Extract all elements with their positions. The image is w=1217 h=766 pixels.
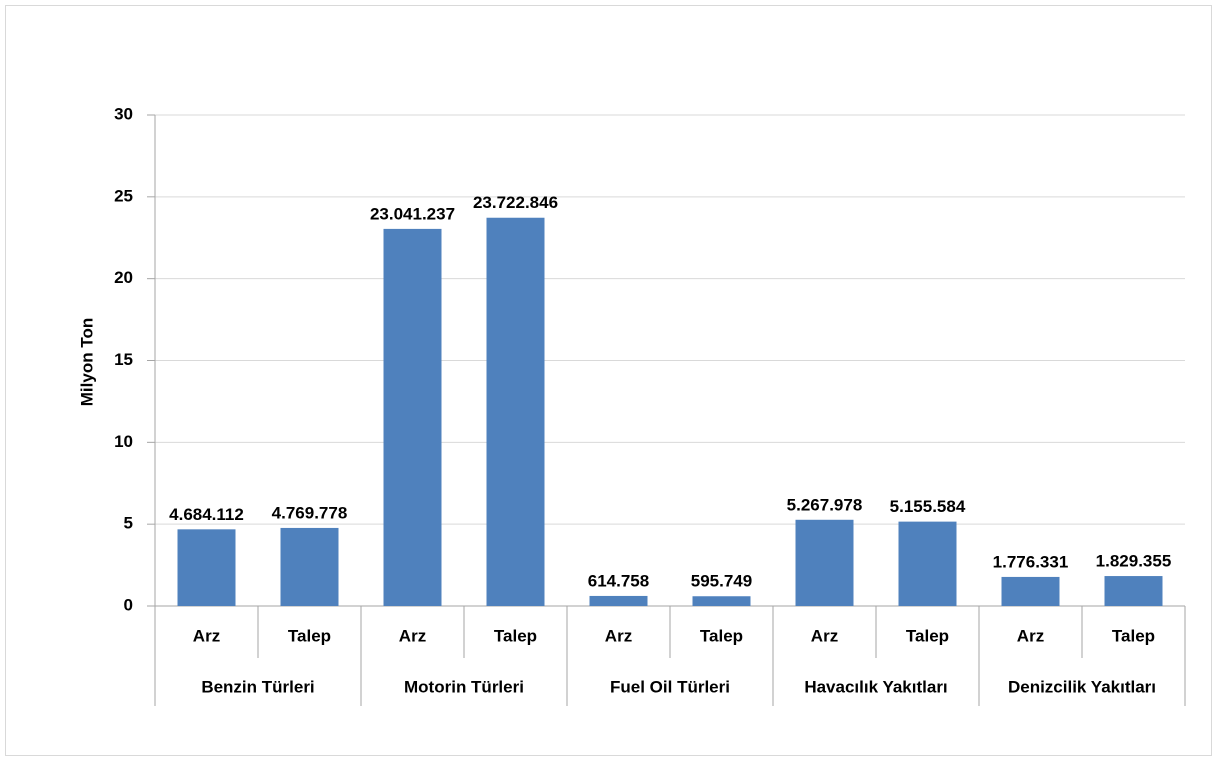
x-tick-label: Arz [1017, 626, 1044, 645]
y-tick-label: 30 [114, 104, 133, 123]
data-label: 614.758 [588, 571, 649, 590]
bar [795, 519, 854, 606]
bar [692, 596, 751, 606]
bar [177, 529, 236, 606]
y-tick-label: 20 [114, 268, 133, 287]
x-tick-label: Arz [193, 626, 220, 645]
group-label: Motorin Türleri [404, 677, 524, 696]
y-tick-label: 10 [114, 432, 133, 451]
data-label: 23.041.237 [370, 204, 455, 223]
x-tick-label: Arz [605, 626, 632, 645]
data-label: 4.769.778 [272, 503, 348, 522]
x-tick-label: Talep [906, 626, 949, 645]
x-tick-label: Talep [700, 626, 743, 645]
bar [1001, 576, 1060, 606]
group-label: Havacılık Yakıtları [804, 677, 947, 696]
x-tick-label: Arz [811, 626, 838, 645]
group-label: Fuel Oil Türleri [610, 677, 730, 696]
bar [1104, 576, 1163, 606]
bar [898, 521, 957, 606]
data-label: 1.776.331 [993, 552, 1069, 571]
data-label: 5.267.978 [787, 495, 863, 514]
data-label: 5.155.584 [890, 497, 966, 516]
x-tick-label: Talep [494, 626, 537, 645]
data-label: 23.722.846 [473, 193, 558, 212]
y-tick-label: 25 [114, 186, 133, 205]
data-label: 1.829.355 [1096, 552, 1172, 571]
data-label: 595.749 [691, 572, 752, 591]
bar [486, 217, 545, 606]
y-tick-label: 15 [114, 350, 133, 369]
bar [589, 595, 648, 606]
y-axis-label: Milyon Ton [77, 318, 96, 406]
group-label: Denizcilik Yakıtları [1008, 677, 1156, 696]
y-tick-label: 5 [124, 514, 133, 533]
group-label: Benzin Türleri [201, 677, 314, 696]
x-tick-label: Arz [399, 626, 426, 645]
x-tick-label: Talep [1112, 626, 1155, 645]
x-tick-label: Talep [288, 626, 331, 645]
data-label: 4.684.112 [169, 505, 244, 524]
bar [383, 228, 442, 606]
bar [280, 527, 339, 606]
chart-border [5, 5, 1212, 756]
y-tick-label: 0 [124, 595, 133, 614]
